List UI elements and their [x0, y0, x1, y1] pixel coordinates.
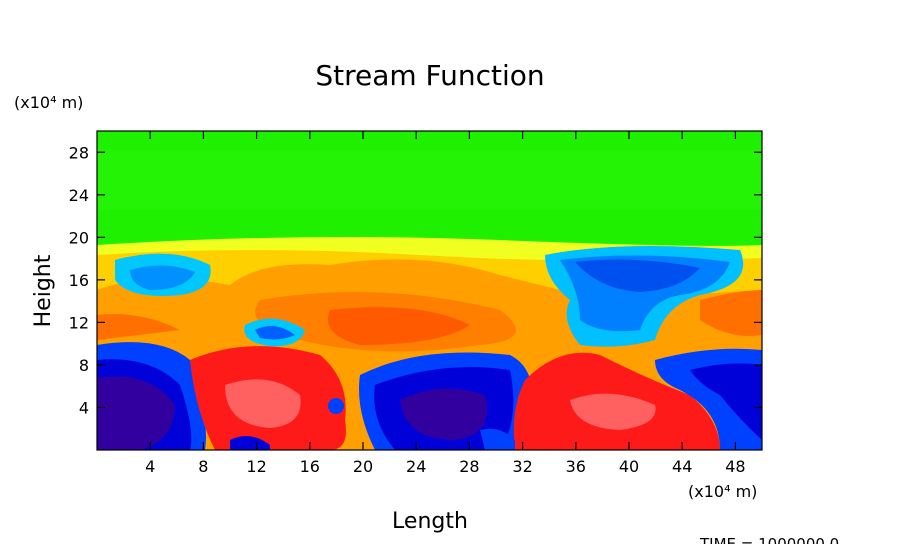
x-tick-label: 8: [198, 457, 208, 476]
y-tick-label: 4: [79, 398, 89, 417]
x-tick-label: 40: [619, 457, 639, 476]
contour-field: [97, 131, 762, 450]
y-unit: (x10⁴ m): [14, 93, 83, 112]
x-tick-label: 12: [246, 457, 266, 476]
y-tick-label: 20: [69, 228, 89, 247]
x-tick-label: 16: [300, 457, 320, 476]
x-unit: (x10⁴ m): [688, 482, 757, 501]
x-tick-label: 24: [406, 457, 426, 476]
x-tick-label: 4: [145, 457, 155, 476]
time-annotation: TIME = 1000000.0: [699, 535, 839, 544]
x-tick-label: 48: [725, 457, 745, 476]
y-axis-label: Height: [31, 254, 56, 327]
x-tick-label: 32: [512, 457, 532, 476]
chart-title: Stream Function: [315, 59, 544, 92]
x-axis-label: Length: [392, 509, 468, 534]
y-tick-label: 28: [69, 143, 89, 162]
plot-frame: [96, 130, 763, 451]
y-tick-label: 12: [69, 313, 89, 332]
x-tick-label: 44: [672, 457, 692, 476]
y-tick-label: 24: [69, 186, 89, 205]
x-tick-label: 28: [459, 457, 479, 476]
x-tick-label: 36: [566, 457, 586, 476]
y-tick-label: 8: [79, 356, 89, 375]
x-tick-label: 20: [353, 457, 373, 476]
y-tick-label: 16: [69, 271, 89, 290]
